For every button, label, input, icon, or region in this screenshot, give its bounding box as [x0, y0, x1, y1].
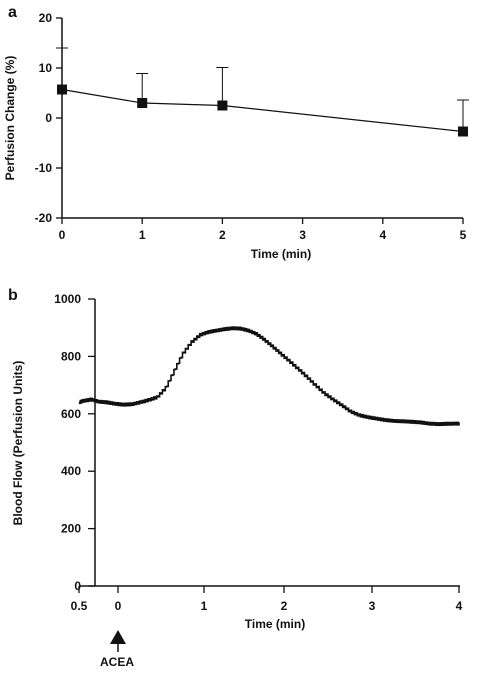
panel-b-y-tick-label: 200 — [61, 522, 81, 536]
panel-b-y-tick-label: 600 — [61, 407, 81, 421]
panel-a-data-point — [217, 100, 228, 111]
panel-b-x-tick-label: 0 — [115, 599, 122, 613]
panel-b-y-tick-label: 0 — [74, 579, 81, 593]
panel-a-x-axis-label: Time (min) — [251, 247, 311, 261]
panel-a-x-tick-label: 1 — [139, 228, 146, 242]
panel-b-y-axis-label: Blood Flow (Perfusion Units) — [11, 361, 25, 526]
panel-a-x-ticks: 0 1 2 3 4 5 — [59, 218, 467, 242]
panel-b-label: b — [8, 287, 18, 304]
panel-b-y-tick-label: 400 — [61, 464, 81, 478]
panel-a-data-point — [57, 84, 67, 95]
panel-a-axes — [61, 18, 463, 219]
acea-arrow-head — [110, 630, 126, 644]
panel-b-x-tick-label: 3 — [369, 599, 376, 613]
panel-a-y-tick-label: 10 — [39, 61, 53, 75]
panel-a-series-polyline — [61, 88, 464, 133]
panel-a-y-tick-label: -20 — [35, 211, 53, 225]
panel-a-x-tick-label: 3 — [299, 228, 306, 242]
panel-a-data-point — [458, 126, 468, 137]
panel-a-label: a — [8, 4, 17, 21]
panel-a-y-tick-label: 0 — [45, 111, 52, 125]
panel-a-x-tick-label: 0 — [59, 228, 66, 242]
panel-b-x-tick-label: 1 — [201, 599, 208, 613]
panel-b-x-tick-label: 2 — [281, 599, 288, 613]
panel-b-x-ticks: 0.5 0 1 2 3 4 — [71, 586, 463, 613]
panel-a-data-point — [137, 98, 148, 108]
panel-b-axes — [79, 299, 460, 587]
panel-a-y-tick-label: 20 — [39, 11, 53, 25]
panel-b-x-tick-label: 0.5 — [71, 599, 88, 613]
panel-a-x-tick-label: 5 — [460, 228, 467, 242]
panel-b-series-line — [78, 326, 460, 427]
panel-b-y-tick-label: 800 — [61, 349, 81, 363]
panel-b-trace-path — [78, 326, 460, 427]
panel-b-y-ticks: 0 200 400 600 800 1000 — [54, 292, 95, 593]
panel-a-x-tick-label: 4 — [379, 228, 386, 242]
acea-annotation: ACEA — [100, 630, 134, 669]
panel-b-y-tick-label: 1000 — [54, 292, 81, 306]
panel-a-error-bars — [56, 47, 469, 132]
panel-a-points — [57, 84, 468, 137]
panel-b-x-tick-label: 4 — [456, 599, 463, 613]
panel-b-x-axis-label: Time (min) — [245, 617, 305, 631]
panel-a-y-tick-label: -10 — [35, 161, 53, 175]
panel-a-y-ticks: -20 -10 0 10 20 — [35, 11, 62, 225]
panel-a-y-axis-label: Perfusion Change (%) — [3, 56, 17, 181]
panel-a-x-tick-label: 2 — [219, 228, 226, 242]
acea-label: ACEA — [100, 655, 134, 669]
panel-a: a -20 -10 0 10 20 0 1 2 3 4 5 Time (min) Perfusio… — [3, 4, 469, 261]
panel-a-series-line — [61, 88, 464, 133]
